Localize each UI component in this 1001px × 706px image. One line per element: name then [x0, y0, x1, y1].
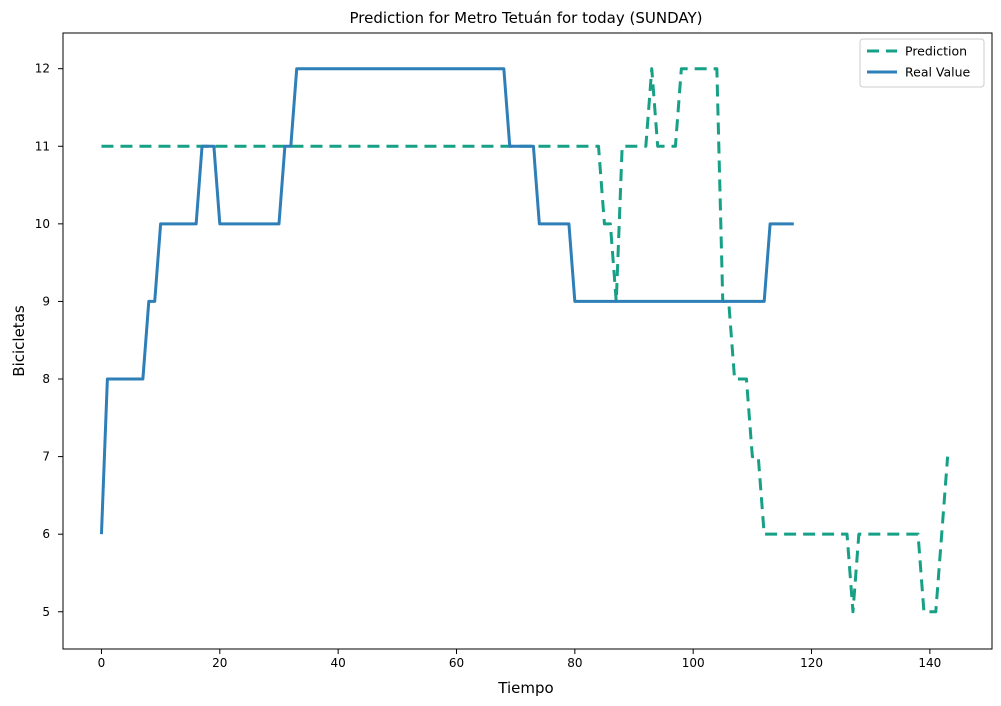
y-tick-label: 7 — [42, 450, 50, 464]
chart-title: Prediction for Metro Tetuán for today (S… — [350, 9, 703, 27]
plot-frame — [62, 32, 993, 650]
x-tick-label: 120 — [800, 656, 823, 670]
legend-label-2: Real Value — [905, 65, 971, 80]
series-line-2 — [99, 67, 794, 535]
y-tick-label: 5 — [42, 605, 50, 619]
y-tick-label: 6 — [42, 527, 50, 541]
y-tick-label: 10 — [35, 217, 50, 231]
legend: Prediction Real Value — [859, 38, 985, 88]
series-layer — [99, 67, 950, 614]
x-tick-label: 80 — [567, 656, 582, 670]
legend-label-1: Prediction — [905, 44, 967, 59]
y-tick-label: 11 — [35, 139, 50, 153]
x-tick-label: 20 — [212, 656, 227, 670]
x-tick-label: 140 — [918, 656, 941, 670]
x-tick-label: 40 — [331, 656, 346, 670]
y-axis-label: Bicicletas — [10, 305, 28, 377]
x-axis-label: Tiempo — [497, 679, 553, 697]
y-tick-label: 9 — [42, 294, 50, 308]
x-tick-label: 60 — [449, 656, 464, 670]
x-tick-label: 0 — [98, 656, 106, 670]
x-tick-label: 100 — [682, 656, 705, 670]
y-tick-label: 8 — [42, 372, 50, 386]
y-axis: 5 6 7 8 9 10 11 12 — [35, 62, 63, 619]
x-axis: 0 20 40 60 80 100 120 140 — [98, 649, 941, 670]
y-tick-label: 12 — [35, 62, 50, 76]
